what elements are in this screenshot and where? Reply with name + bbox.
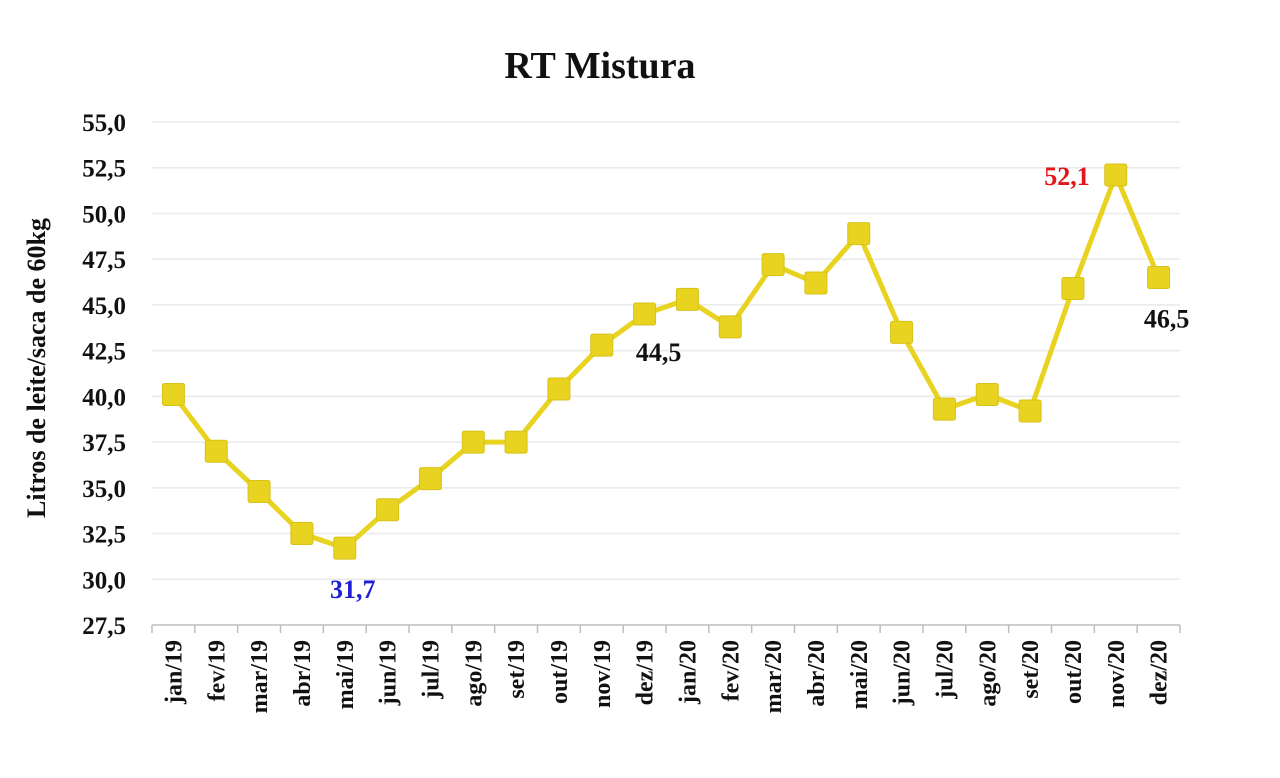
x-tick-label: jul/19 — [418, 640, 444, 700]
x-tick-label: mai/19 — [333, 640, 359, 709]
data-point — [847, 222, 871, 246]
data-point — [633, 302, 657, 326]
y-tick-label: 45,0 — [82, 293, 126, 320]
data-point — [547, 377, 571, 401]
data-point — [718, 315, 742, 339]
data-point — [418, 467, 442, 491]
data-point — [1061, 276, 1085, 300]
data-point — [333, 536, 357, 560]
x-tick-label: set/20 — [1018, 640, 1044, 699]
data-point — [204, 439, 228, 463]
data-point — [975, 383, 999, 407]
x-tick-label: ago/20 — [975, 640, 1001, 707]
x-tick-label: dez/19 — [633, 640, 659, 705]
data-point — [890, 320, 914, 344]
y-tick-labels: 27,5 30,0 32,5 35,0 37,5 40,0 42,5 45,0 47,5 50,0… — [82, 110, 126, 640]
y-tick-label: 32,5 — [82, 522, 126, 549]
data-point — [761, 253, 785, 277]
data-point — [376, 498, 400, 522]
data-point — [461, 430, 485, 454]
x-tick-label: nov/19 — [590, 640, 616, 708]
y-tick-label: 37,5 — [82, 430, 126, 457]
x-axis — [151, 624, 1181, 633]
data-point — [290, 522, 314, 546]
x-tick-label: jul/20 — [932, 640, 958, 700]
x-tick-label: mai/20 — [847, 640, 873, 709]
data-point — [247, 479, 271, 503]
x-tick-label: dez/20 — [1147, 640, 1173, 705]
x-tick-label: set/19 — [504, 640, 530, 699]
data-point — [804, 271, 828, 295]
x-tick-label: abr/20 — [804, 640, 830, 707]
x-tick-label: jun/20 — [890, 640, 916, 706]
data-point — [161, 383, 185, 407]
x-tick-labels: jan/19 fev/19 mar/19 abr/19 mai/19 jun/19 jul/… — [161, 640, 1172, 713]
y-tick-label: 35,0 — [82, 476, 126, 503]
data-labels: 31,7 44,5 52,1 46,5 — [330, 162, 1189, 604]
x-tick-label: mar/19 — [247, 640, 273, 713]
data-point — [1147, 265, 1171, 289]
x-tick-label: out/20 — [1061, 640, 1087, 704]
chart-title: RT Mistura — [504, 45, 695, 87]
x-tick-label: jan/19 — [161, 640, 187, 705]
series-markers — [161, 163, 1171, 560]
data-point — [590, 333, 614, 357]
y-tick-label: 42,5 — [82, 339, 126, 366]
gridlines — [152, 121, 1180, 581]
data-point — [504, 430, 528, 454]
data-label: 52,1 — [1044, 162, 1090, 191]
x-tick-label: jun/19 — [376, 640, 402, 706]
y-tick-label: 55,0 — [82, 110, 126, 137]
data-point — [1018, 399, 1042, 423]
x-tick-label: out/19 — [547, 640, 573, 704]
data-label: 31,7 — [330, 575, 376, 604]
y-tick-label: 40,0 — [82, 384, 126, 411]
y-tick-label: 30,0 — [82, 567, 126, 594]
data-point — [1104, 163, 1128, 187]
y-tick-label: 47,5 — [82, 247, 126, 274]
x-tick-label: nov/20 — [1104, 640, 1130, 708]
y-axis-title: Litros de leite/saca de 60kg — [22, 218, 51, 518]
x-tick-label: fev/20 — [718, 640, 744, 701]
data-point — [932, 397, 956, 421]
data-label: 46,5 — [1144, 304, 1190, 333]
x-tick-label: jan/20 — [675, 640, 701, 705]
data-label: 44,5 — [636, 338, 682, 367]
y-tick-label: 52,5 — [82, 156, 126, 183]
x-tick-label: abr/19 — [290, 640, 316, 707]
y-tick-label: 27,5 — [82, 613, 126, 640]
x-tick-label: fev/19 — [204, 640, 230, 701]
y-tick-label: 50,0 — [82, 201, 126, 228]
data-point — [675, 287, 699, 311]
x-tick-label: mar/20 — [761, 640, 787, 713]
x-tick-label: ago/19 — [461, 640, 487, 707]
